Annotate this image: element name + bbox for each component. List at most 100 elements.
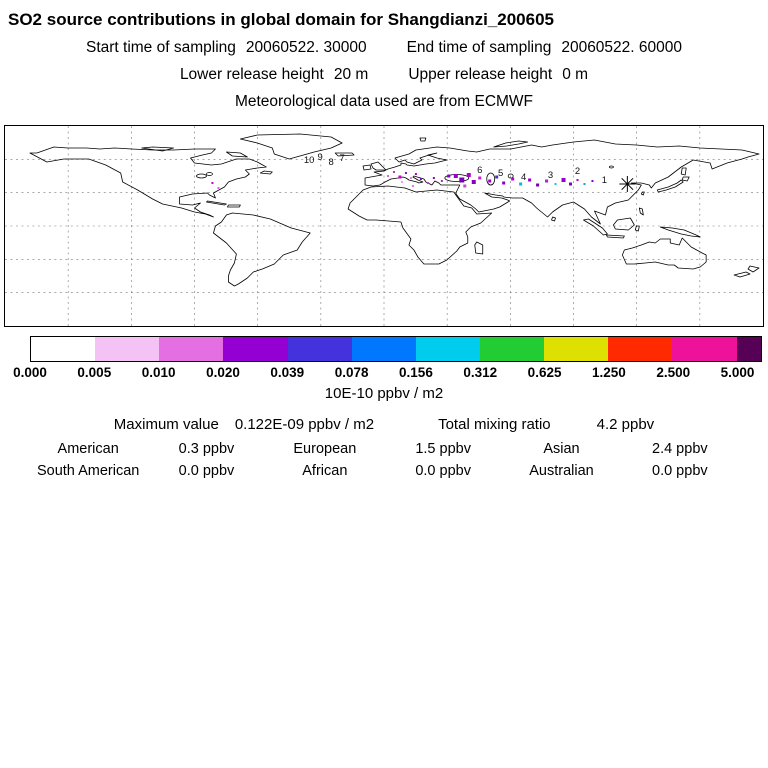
page-title: SO2 source contributions in global domai… — [8, 10, 554, 29]
concentration-cell — [411, 185, 414, 187]
concentration-cell — [569, 182, 573, 186]
trajectory-day-label: 7 — [339, 153, 344, 164]
concentration-cell — [409, 177, 412, 179]
concentration-cell — [519, 182, 523, 186]
colorbar-cell — [223, 337, 288, 361]
concentration-cell — [440, 180, 443, 182]
coastline-africa — [347, 185, 493, 265]
coastline-borneo — [612, 217, 635, 231]
concentration-cell — [488, 179, 492, 183]
concentration-cell — [447, 174, 451, 178]
region-name: American — [57, 441, 119, 457]
lake-baikal-outline — [609, 165, 614, 169]
colorbar-tick-label: 1.250 — [592, 365, 626, 380]
concentration-cell — [414, 173, 417, 175]
concentration-cell — [459, 177, 465, 183]
concentration-cell — [561, 178, 566, 182]
colorbar-tick-label: 0.312 — [463, 365, 498, 380]
aral-sea-outline — [507, 173, 514, 179]
trajectory-day-label: 4 — [521, 172, 526, 183]
coastline-java — [606, 234, 625, 239]
concentration-cell — [426, 182, 429, 184]
regional-stats: American 0.3 ppbv European 1.5 ppbv Asian 2.4… — [29, 441, 739, 479]
coastline-new-zealand-north — [747, 265, 760, 273]
coastline-sulawesi — [634, 225, 640, 232]
coastline-new-zealand-south — [733, 271, 751, 278]
colorbar-tick-label: 0.039 — [270, 365, 305, 380]
map-overlay: 10 9 8 7 6 5 4 3 2 1 — [211, 152, 636, 192]
end-time-label: End time of sampling — [406, 39, 552, 56]
coastline-south-america — [213, 212, 311, 287]
colorbar-units-label: 10E-10 ppbv / m2 — [324, 385, 444, 402]
trajectory-day-label: 1 — [602, 175, 607, 186]
colorbar-tick-label: 2.500 — [656, 365, 691, 380]
concentration-cell — [398, 175, 402, 179]
concentration-cell — [545, 179, 549, 183]
colorbar-tick-label: 0.625 — [527, 365, 562, 380]
concentration-cell — [217, 187, 220, 189]
concentration-cell — [466, 173, 471, 177]
colorbar-cell — [159, 337, 224, 361]
concentration-cell — [591, 180, 594, 182]
concentration-cell — [495, 175, 499, 179]
trajectory-day-label: 3 — [548, 170, 553, 181]
start-time-value: 20060522. 30000 — [245, 39, 367, 56]
colorbar — [30, 336, 762, 362]
concentration-cell — [536, 183, 540, 187]
caspian-sea-outline — [486, 172, 496, 186]
coastline-victoria-island — [141, 146, 174, 152]
colorbar-cell — [736, 337, 761, 361]
max-value-label: Maximum value — [113, 416, 219, 433]
stats-summary-line: Maximum value 0.122E-09 ppbv / m2 Total … — [0, 416, 768, 433]
coastline-north-america — [29, 146, 267, 218]
trajectory-day-label: 9 — [318, 152, 323, 163]
coastline-hokkaido — [681, 176, 690, 182]
concentration-cell — [419, 178, 422, 180]
great-lakes-outline-2 — [206, 172, 213, 176]
coastline-iceland — [334, 152, 355, 157]
upper-release-pair: Upper release height 0 m — [408, 66, 588, 84]
concentration-cell — [453, 174, 458, 178]
concentration-cell — [478, 176, 482, 180]
concentration-cell — [576, 179, 579, 181]
coastline-sakhalin — [680, 167, 687, 176]
coastline-greenland — [239, 133, 343, 160]
region-value: 0.3 ppbv — [178, 441, 235, 457]
colorbar-tick-label: 0.156 — [399, 365, 433, 380]
concentration-cell — [211, 182, 214, 184]
met-data-text: Meteorological data used are from ECMWF — [234, 93, 534, 110]
coastline-eurasia — [364, 139, 760, 225]
coastline-svalbard — [419, 137, 427, 142]
coastline-ireland — [362, 164, 372, 171]
region-value: 0.0 ppbv — [178, 463, 235, 479]
coastlines — [29, 133, 760, 287]
world-map: 10 9 8 7 6 5 4 3 2 1 — [4, 125, 764, 327]
colorbar-cell — [287, 337, 352, 361]
trajectory-day-label: 5 — [498, 168, 503, 179]
colorbar-cell — [95, 337, 160, 361]
start-time-pair: Start time of sampling 20060522. 30000 — [86, 39, 367, 57]
great-lakes-outline — [196, 173, 207, 179]
region-name: European — [293, 441, 357, 457]
coastline-honshu — [656, 179, 684, 193]
region-name: African — [302, 463, 348, 479]
coastline-hispaniola — [227, 204, 241, 208]
start-time-label: Start time of sampling — [85, 39, 236, 56]
concentration-cell — [463, 184, 467, 188]
map-gridlines — [5, 126, 763, 326]
region-value: 0.0 ppbv — [652, 463, 708, 479]
region-value: 1.5 ppbv — [415, 441, 471, 457]
colorbar-cell — [31, 337, 96, 361]
trajectory-day-label: 10 — [304, 155, 315, 166]
colorbar-cell — [479, 337, 545, 361]
colorbar-cell — [672, 337, 737, 361]
total-mixing-ratio-value: 4.2 ppbv — [596, 416, 655, 433]
upper-release-label: Upper release height — [408, 66, 553, 83]
coastline-sri-lanka — [551, 216, 556, 222]
colorbar-cell — [608, 337, 673, 361]
trajectory-day-label: 8 — [329, 157, 334, 168]
coastline-taiwan — [640, 191, 645, 196]
concentration-cell — [400, 181, 403, 183]
colorbar-cell — [415, 337, 480, 361]
concentration-cell — [583, 183, 586, 185]
